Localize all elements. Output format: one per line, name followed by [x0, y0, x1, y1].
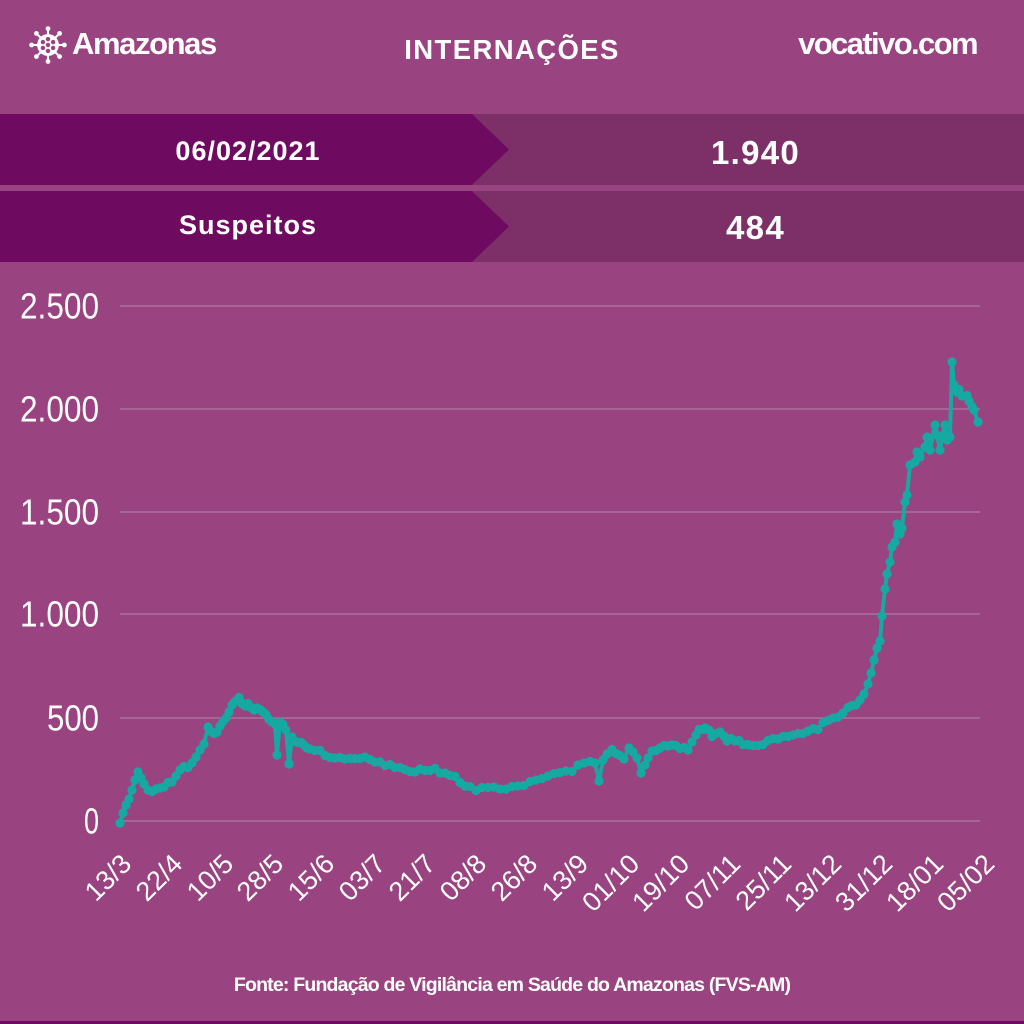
svg-text:08/8: 08/8	[434, 849, 492, 907]
svg-text:26/8: 26/8	[485, 849, 543, 907]
svg-text:07/11: 07/11	[679, 849, 747, 917]
svg-text:1.000: 1.000	[20, 594, 99, 635]
svg-text:500: 500	[47, 698, 99, 739]
svg-text:2.500: 2.500	[20, 286, 99, 327]
svg-text:15/6: 15/6	[282, 849, 340, 907]
svg-text:13/3: 13/3	[79, 849, 137, 907]
svg-text:19/10: 19/10	[626, 849, 695, 918]
svg-text:10/5: 10/5	[181, 849, 239, 907]
svg-text:03/7: 03/7	[333, 849, 391, 907]
svg-text:31/12: 31/12	[829, 849, 898, 918]
svg-text:28/5: 28/5	[231, 849, 289, 907]
svg-text:0: 0	[84, 801, 99, 842]
svg-text:1.500: 1.500	[20, 492, 99, 533]
svg-text:18/01: 18/01	[880, 849, 949, 918]
svg-text:13/12: 13/12	[778, 849, 847, 918]
svg-text:05/02: 05/02	[931, 849, 1000, 918]
svg-text:2.000: 2.000	[20, 389, 99, 430]
svg-text:01/10: 01/10	[576, 849, 645, 918]
svg-text:22/4: 22/4	[130, 849, 188, 907]
svg-text:21/7: 21/7	[383, 849, 441, 907]
